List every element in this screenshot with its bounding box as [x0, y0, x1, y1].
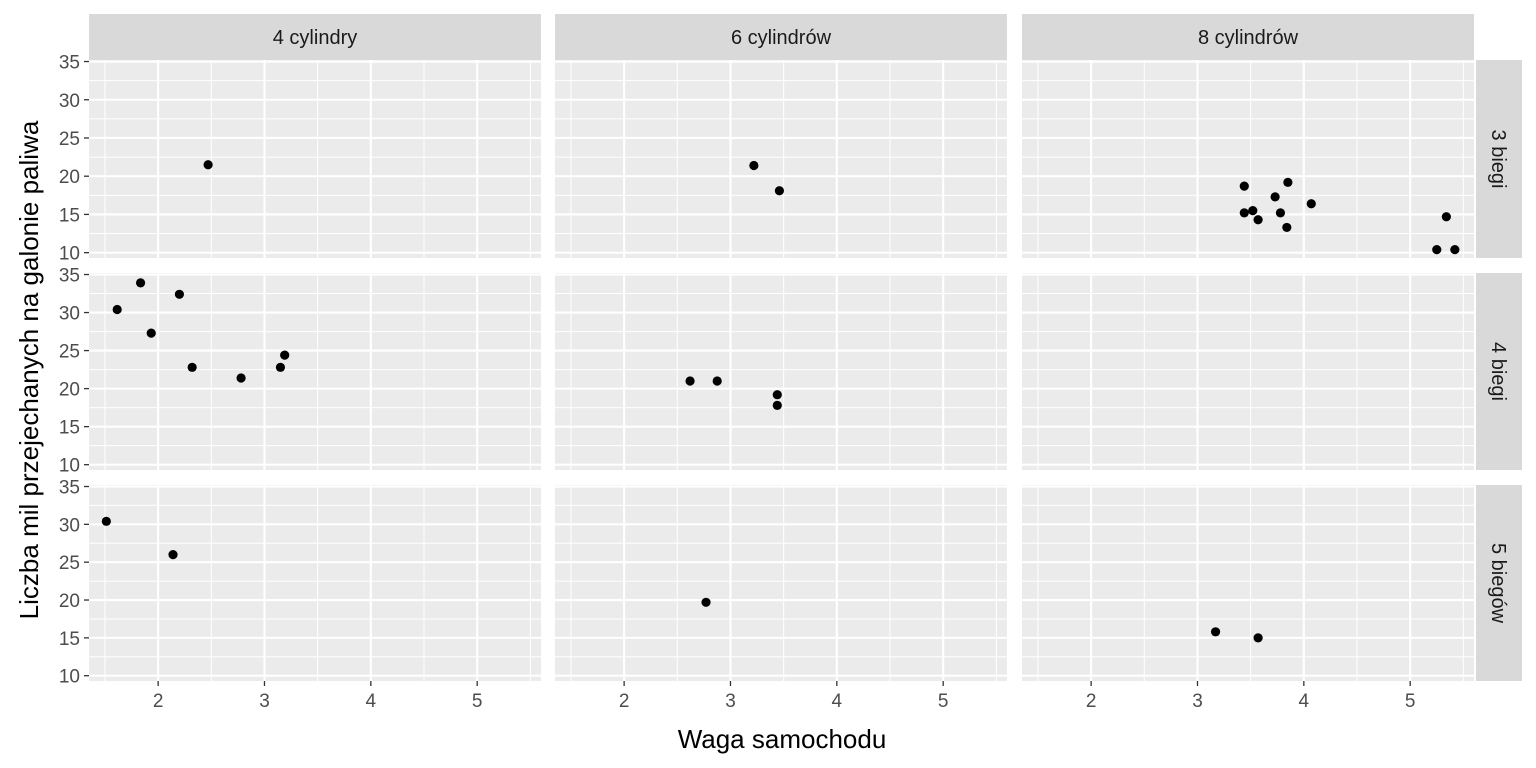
- y-tick-label: 25: [59, 342, 80, 363]
- data-point: [101, 516, 111, 526]
- panel-8-cylindrow-5-biegow: [1022, 485, 1474, 681]
- y-tick-label: 20: [59, 167, 80, 188]
- column-strip-label: 6 cylindrów: [731, 27, 832, 49]
- y-tick-label: 10: [59, 667, 80, 688]
- y-tick-label: 25: [59, 553, 80, 574]
- panel-background: [555, 485, 1007, 681]
- y-tick-label: 15: [59, 629, 80, 650]
- data-point: [146, 328, 156, 338]
- row-strip-label: 3 biegi: [1487, 130, 1509, 189]
- data-point: [1432, 244, 1442, 255]
- panel-background: [89, 485, 541, 681]
- data-point: [774, 186, 785, 196]
- x-tick-label: 4: [366, 691, 377, 712]
- y-tick-label: 35: [59, 53, 80, 74]
- x-axis-title: Waga samochodu: [678, 724, 887, 754]
- data-point: [187, 362, 197, 372]
- y-tick-label: 15: [59, 205, 80, 226]
- data-point: [749, 160, 759, 171]
- y-tick-label: 10: [59, 244, 80, 265]
- y-tick-label: 20: [59, 591, 80, 612]
- panel-6-cylindrow-5-biegow: [555, 485, 1007, 681]
- panel-background: [1022, 273, 1474, 470]
- panel-6-cylindrow-3-biegi: [555, 60, 1007, 258]
- column-strip-label: 4 cylindry: [273, 27, 357, 49]
- data-point: [1253, 633, 1263, 643]
- x-tick-label: 2: [619, 691, 630, 712]
- data-point: [701, 597, 711, 607]
- x-tick-label: 5: [1405, 691, 1416, 712]
- panel-background: [555, 60, 1007, 258]
- panel-8-cylindrow-4-biegi: [1022, 273, 1474, 470]
- data-point: [1282, 222, 1292, 233]
- x-tick-label: 3: [259, 691, 270, 712]
- data-point: [280, 350, 290, 360]
- data-point: [203, 160, 213, 170]
- data-point: [1270, 192, 1280, 202]
- x-tick-label: 5: [472, 691, 483, 712]
- row-strip: [1476, 60, 1522, 258]
- data-point: [236, 373, 246, 383]
- data-point: [112, 304, 122, 315]
- data-point: [1275, 208, 1286, 218]
- data-point: [135, 278, 146, 288]
- data-point: [1450, 244, 1460, 255]
- y-tick-label: 35: [59, 266, 80, 287]
- panel-background: [89, 60, 541, 258]
- panel-4-cylindry-3-biegi: [89, 60, 541, 258]
- panel-4-cylindry-4-biegi: [89, 273, 541, 470]
- data-point: [168, 550, 178, 560]
- data-point: [1210, 627, 1221, 637]
- y-tick-label: 30: [59, 304, 80, 325]
- row-strip-label: 4 biegi: [1487, 342, 1509, 401]
- panel-8-cylindrow-3-biegi: [1022, 60, 1474, 258]
- y-tick-label: 15: [59, 418, 80, 439]
- panel-background: [1022, 485, 1474, 681]
- y-tick-label: 30: [59, 515, 80, 536]
- column-strip: [89, 14, 541, 60]
- y-tick-label: 30: [59, 91, 80, 112]
- x-tick-label: 3: [725, 691, 736, 712]
- data-point: [1239, 181, 1249, 191]
- row-strip: [1476, 485, 1522, 681]
- x-tick-label: 3: [1192, 691, 1203, 712]
- data-point: [1239, 208, 1249, 218]
- y-tick-label: 20: [59, 380, 80, 401]
- data-point: [685, 376, 695, 386]
- panel-6-cylindrow-4-biegi: [555, 273, 1007, 470]
- y-tick-label: 25: [59, 129, 80, 150]
- data-point: [1248, 206, 1258, 216]
- panels-layer: [89, 60, 1474, 681]
- strips-layer: 4 cylindry 6 cylindrów 8 cylindrów 3 biegi 4…: [89, 14, 1522, 681]
- y-tick-label: 35: [59, 478, 80, 499]
- data-point: [772, 400, 782, 410]
- points-layer: [101, 160, 1460, 643]
- x-tick-label: 5: [938, 691, 949, 712]
- row-strip-label: 5 biegów: [1487, 543, 1509, 624]
- column-strip: [1022, 14, 1474, 60]
- data-point: [1441, 212, 1451, 222]
- data-point: [772, 390, 782, 400]
- x-tick-label: 2: [153, 691, 164, 712]
- data-point: [1253, 215, 1263, 225]
- x-tick-label: 4: [832, 691, 843, 712]
- data-point: [174, 289, 184, 299]
- panel-background: [89, 273, 541, 470]
- data-point: [712, 376, 722, 386]
- column-strip-label: 8 cylindrów: [1198, 27, 1299, 49]
- data-point: [275, 362, 286, 372]
- panel-4-cylindry-5-biegow: [89, 485, 541, 681]
- column-strip: [555, 14, 1007, 60]
- panel-background: [1022, 60, 1474, 258]
- row-strip: [1476, 273, 1522, 470]
- data-point: [1306, 199, 1316, 209]
- panel-background: [555, 273, 1007, 470]
- x-tick-label: 4: [1299, 691, 1310, 712]
- y-axis-title: Liczba mil przejechanych na galonie pali…: [14, 120, 44, 619]
- x-tick-label: 2: [1086, 691, 1097, 712]
- data-point: [1283, 177, 1293, 187]
- y-tick-label: 10: [59, 456, 80, 477]
